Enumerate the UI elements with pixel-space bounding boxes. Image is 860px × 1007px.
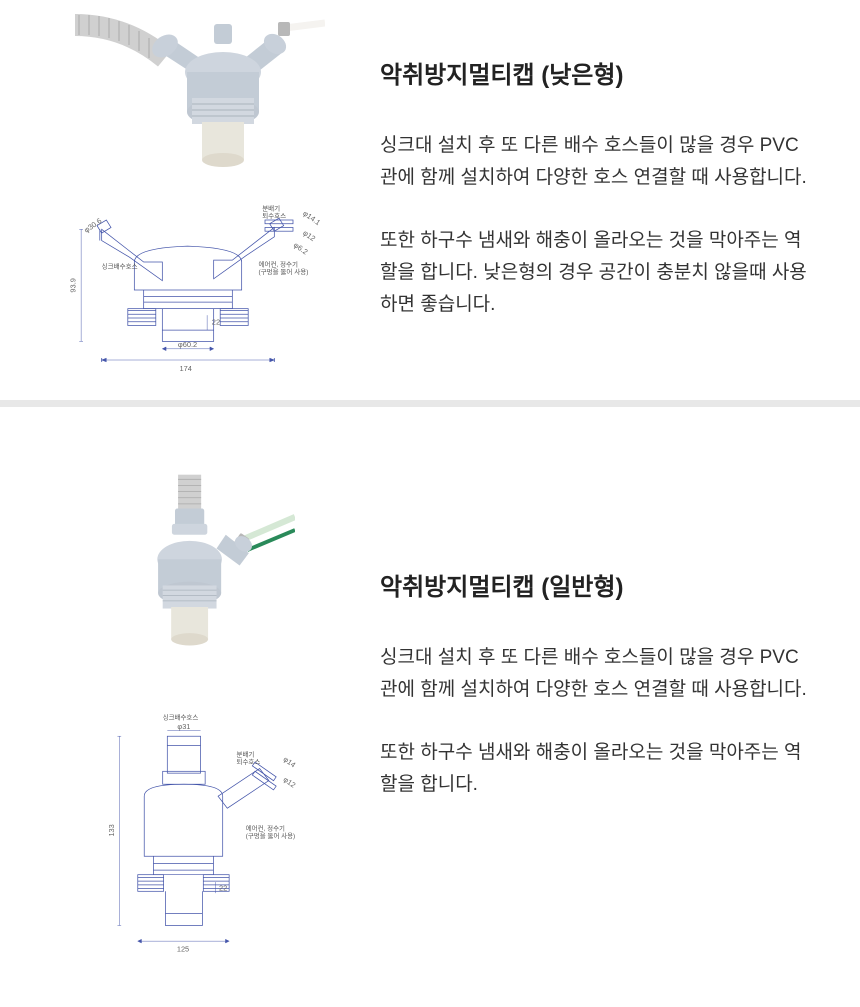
right-tube1-icon <box>241 517 295 540</box>
fitting-body-general-icon <box>157 509 255 646</box>
right-label4: (구멍을 뚫어 사용) <box>258 267 308 276</box>
product-desc2-low: 또한 하구수 냄새와 해충이 올라오는 것을 막아주는 역할을 합니다. 낮은형… <box>380 225 810 322</box>
left-hose-label: 싱크배수호스 <box>102 262 138 271</box>
dim-neck-label: 22 <box>212 318 220 327</box>
dim-right2-dia1-label: φ14 <box>282 754 298 769</box>
section-divider <box>0 400 860 407</box>
right-label2: 퇴수호스 <box>262 211 286 220</box>
image-column-1: 174 φ60.2 93.9 φ30.6 φ14.1 φ12 φ6.2 22 싱… <box>0 0 370 400</box>
dim-right-dia1-label: φ14.1 <box>301 209 322 227</box>
dim-right-dia2-label: φ12 <box>301 228 317 243</box>
product-title-general: 악취방지멀티캡 (일반형) <box>380 567 810 602</box>
product-photo-low <box>65 10 325 180</box>
right2-label4: (구멍을 뚫어 사용) <box>246 831 295 840</box>
dim-height2-label: 133 <box>107 824 116 836</box>
product-desc1-low: 싱크대 설치 후 또 다른 배수 호스들이 많을 경우 PVC관에 함께 설치하… <box>380 130 810 195</box>
dim-neck2-label: 22 <box>219 883 227 892</box>
right-label3: 에어컨, 정수기 <box>258 260 298 269</box>
dim-height-label: 93.9 <box>69 278 78 293</box>
product-section-low: 174 φ60.2 93.9 φ30.6 φ14.1 φ12 φ6.2 22 싱… <box>0 0 860 400</box>
right2-label1: 분배기 <box>237 750 255 759</box>
right2-label3: 에어컨, 정수기 <box>246 823 285 832</box>
dim-right2-dia2-label: φ12 <box>282 775 298 790</box>
product-title-low: 악취방지멀티캡 (낮은형) <box>380 55 810 90</box>
left-hose-icon <box>75 15 165 58</box>
text-column-2: 악취방지멀티캡 (일반형) 싱크대 설치 후 또 다른 배수 호스들이 많을 경… <box>370 437 860 1007</box>
right-tube-icon <box>285 23 325 28</box>
right-label1: 분배기 <box>262 204 280 213</box>
technical-diagram-general: 125 133 φ31 φ14 φ12 22 싱크배수호스 분배기 퇴수호스 에… <box>55 697 335 997</box>
dim-top-dia-label: φ31 <box>177 722 190 731</box>
dim-width2-label: 125 <box>177 944 189 953</box>
dim-right-dia3-label: φ6.2 <box>292 240 310 256</box>
dim-center-dia-label: φ60.2 <box>178 340 197 349</box>
top-hose-icon <box>178 475 201 512</box>
text-column-1: 악취방지멀티캡 (낮은형) 싱크대 설치 후 또 다른 배수 호스들이 많을 경… <box>370 0 860 400</box>
product-section-general: 125 133 φ31 φ14 φ12 22 싱크배수호스 분배기 퇴수호스 에… <box>0 407 860 1007</box>
clamp-icon <box>278 22 290 36</box>
technical-diagram-low: 174 φ60.2 93.9 φ30.6 φ14.1 φ12 φ6.2 22 싱… <box>55 190 335 390</box>
fitting-body-icon <box>148 24 290 167</box>
image-column-2: 125 133 φ31 φ14 φ12 22 싱크배수호스 분배기 퇴수호스 에… <box>0 437 370 1007</box>
right2-label2: 퇴수호스 <box>237 757 261 766</box>
top-hose-label: 싱크배수호스 <box>163 713 199 722</box>
dim-width-label: 174 <box>179 364 191 373</box>
product-desc2-general: 또한 하구수 냄새와 해충이 올라오는 것을 막아주는 역할을 합니다. <box>380 737 810 802</box>
product-photo-general <box>65 447 325 687</box>
product-desc1-general: 싱크대 설치 후 또 다른 배수 호스들이 많을 경우 PVC관에 함께 설치하… <box>380 642 810 707</box>
